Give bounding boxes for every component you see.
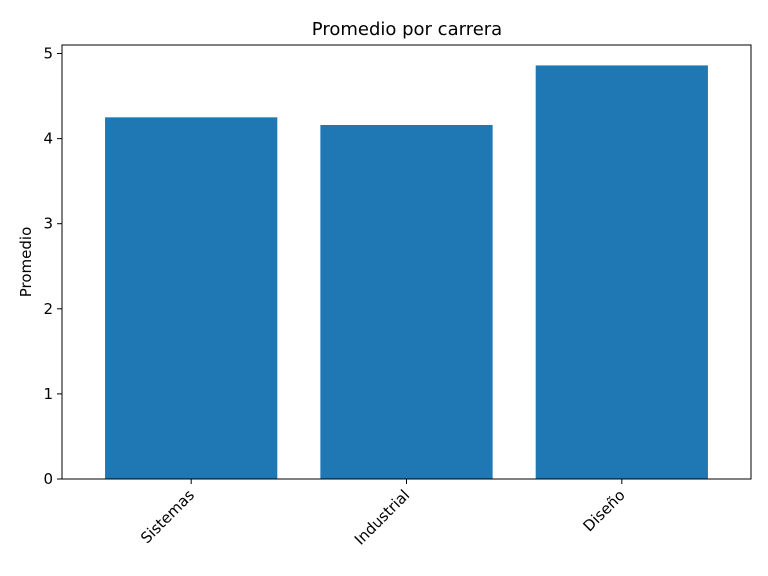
bars-layer bbox=[105, 65, 708, 480]
y-tick-label: 3 bbox=[43, 215, 53, 233]
bar-diseño bbox=[535, 65, 708, 480]
y-tick-label: 2 bbox=[43, 300, 53, 318]
x-tick-label: Diseño bbox=[580, 486, 629, 535]
x-axis: Sistemas Industrial Diseño bbox=[137, 479, 629, 549]
y-tick-label: 5 bbox=[43, 45, 53, 63]
plot-frame bbox=[61, 44, 752, 480]
bar-sistemas bbox=[105, 117, 278, 479]
bar-industrial bbox=[320, 124, 493, 479]
y-tick-label: 0 bbox=[43, 470, 53, 488]
y-axis: 0 1 2 3 4 5 bbox=[43, 45, 62, 488]
y-tick-label: 1 bbox=[43, 385, 53, 403]
x-tick-label: Sistemas bbox=[137, 486, 198, 547]
y-tick-label: 4 bbox=[43, 130, 53, 148]
x-tick-label: Industrial bbox=[351, 486, 413, 548]
y-axis-label: Promedio bbox=[17, 227, 35, 298]
chart-title: Promedio por carrera bbox=[312, 19, 502, 40]
